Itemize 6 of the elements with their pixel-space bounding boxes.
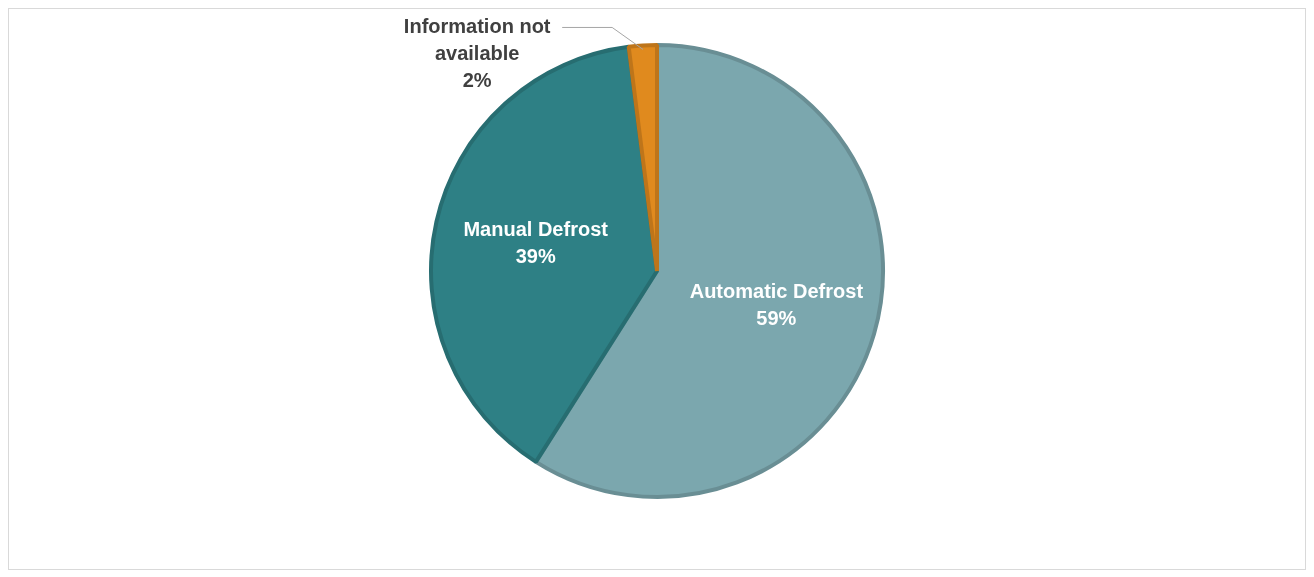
slice-label: Automatic Defrost bbox=[689, 279, 864, 302]
data-label: 39% bbox=[515, 244, 556, 267]
slice-label: Manual Defrost bbox=[463, 217, 609, 240]
data-label: 2% bbox=[462, 68, 492, 91]
data-label: 59% bbox=[756, 306, 797, 329]
slice-label: Information not available bbox=[403, 14, 551, 64]
